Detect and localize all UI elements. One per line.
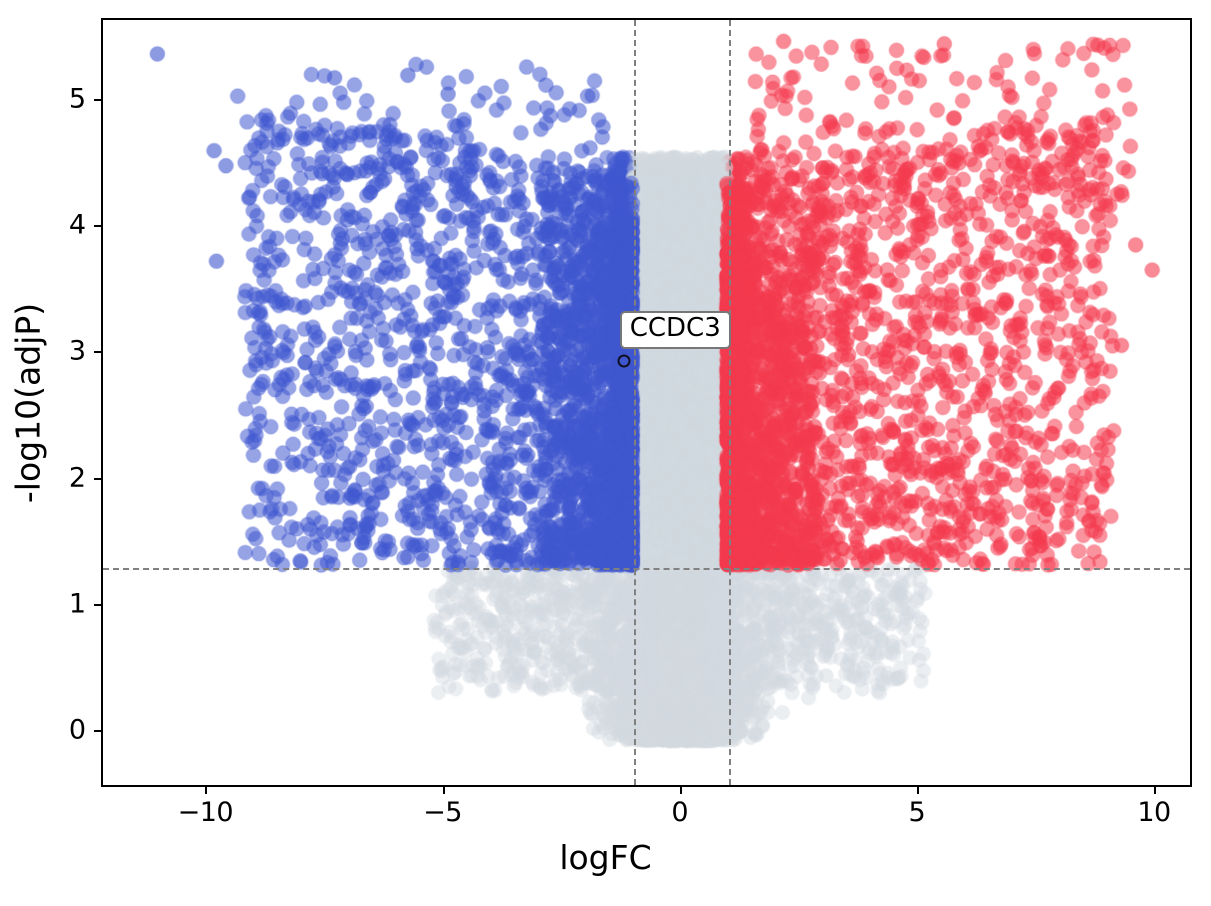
x-tick-label: −5 [423, 797, 462, 828]
y-tick-mark [94, 477, 101, 480]
x-tick-label: 0 [671, 797, 689, 828]
x-tick-label: 10 [1137, 797, 1171, 828]
annotated-gene-label: CCDC3 [619, 311, 731, 349]
y-tick-label: 2 [68, 462, 86, 494]
x-tick-mark [205, 787, 208, 794]
x-tick-mark [442, 787, 445, 794]
x-tick-label: −10 [177, 797, 234, 828]
y-tick-mark [94, 225, 101, 228]
y-tick-label: 1 [68, 588, 86, 620]
y-tick-label: 5 [68, 83, 86, 115]
x-tick-mark [916, 787, 919, 794]
y-tick-mark [94, 351, 101, 354]
y-axis-title: -log10(adjP) [8, 302, 48, 504]
y-tick-label: 3 [68, 335, 86, 367]
y-tick-label: 0 [68, 714, 86, 746]
annotated-gene-marker [617, 354, 631, 368]
x-tick-mark [679, 787, 682, 794]
y-tick-label: 4 [68, 209, 86, 241]
significance-threshold-line-left [634, 20, 637, 785]
x-tick-mark [1154, 787, 1157, 794]
x-axis-title: logFC [559, 838, 652, 877]
plot-axes [101, 18, 1192, 787]
y-tick-mark [94, 730, 101, 733]
y-tick-mark [94, 98, 101, 101]
significance-threshold-line-horizontal [103, 568, 1190, 571]
significance-threshold-line-right [729, 20, 732, 785]
scatter-points-layer [103, 20, 1190, 785]
y-tick-mark [94, 603, 101, 606]
x-tick-label: 5 [908, 797, 926, 828]
